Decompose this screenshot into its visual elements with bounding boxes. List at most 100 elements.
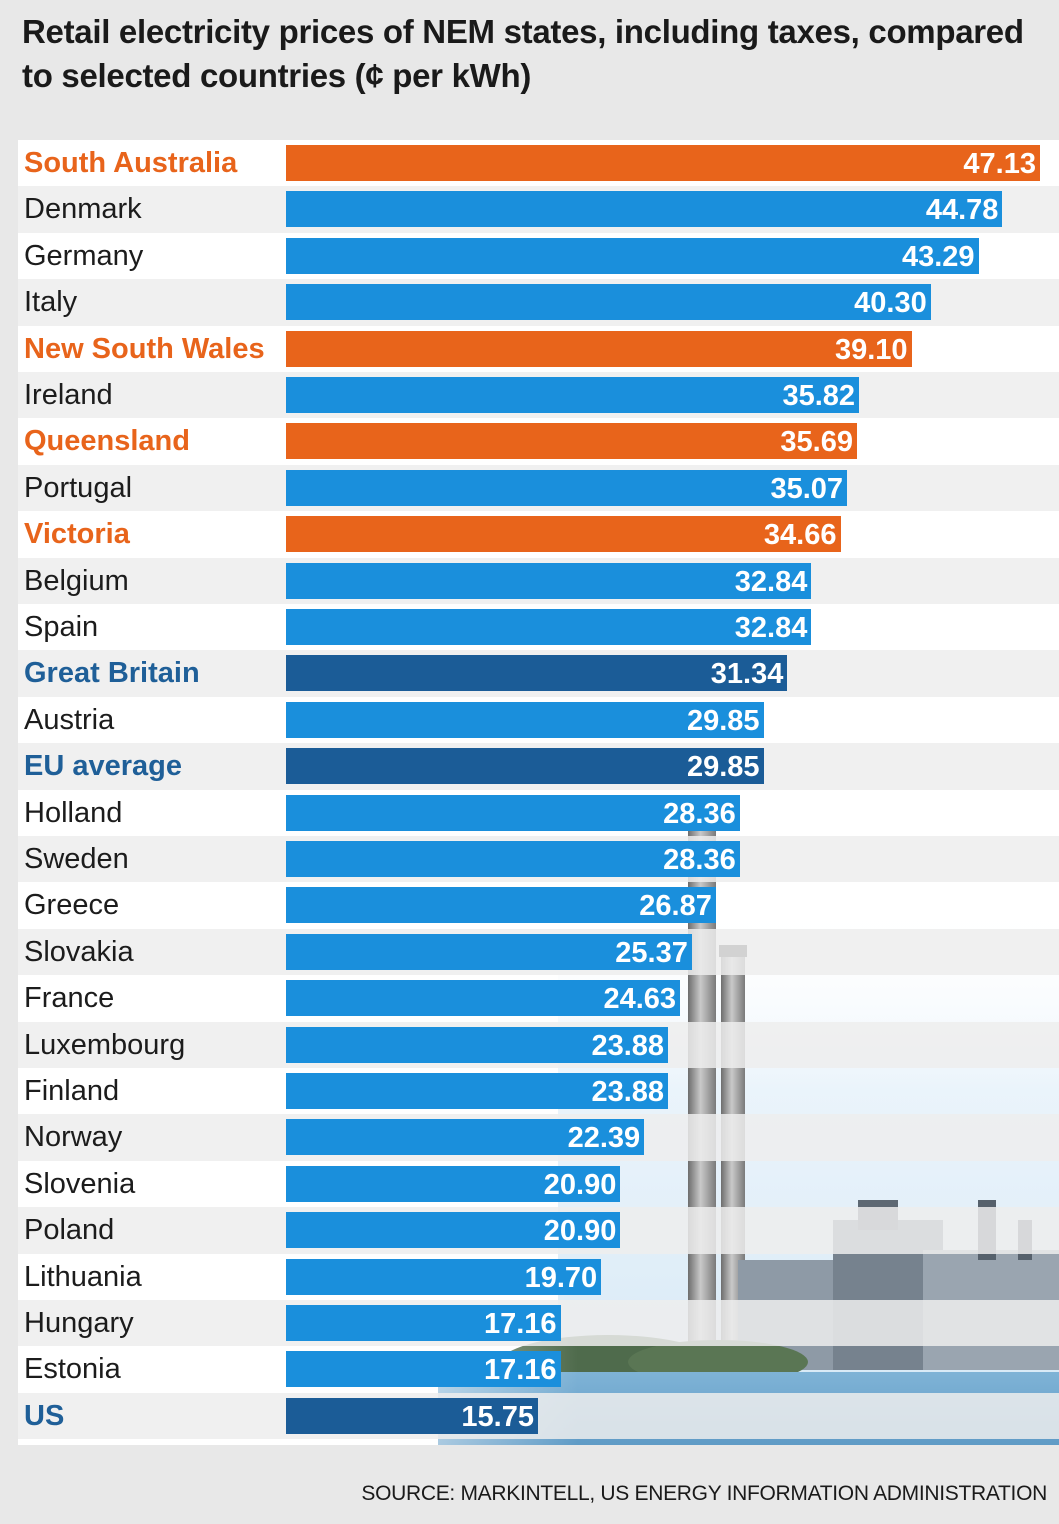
bar-row: Slovakia 25.37 <box>18 928 1059 976</box>
data-label: 19.70 <box>524 1261 598 1294</box>
category-label: Finland <box>24 1075 120 1107</box>
bar-row: Estonia 17.16 <box>18 1346 1059 1392</box>
bar-row: Luxembourg 23.88 <box>18 1021 1059 1068</box>
bar-row: South Australia 47.13 <box>18 140 1059 186</box>
bar: 22.39 <box>286 1119 645 1156</box>
bar: 35.69 <box>286 423 857 460</box>
category-label: Estonia <box>24 1353 121 1386</box>
category-label: US <box>24 1399 65 1432</box>
data-label: 28.36 <box>663 797 736 830</box>
category-label: Denmark <box>24 193 142 226</box>
data-label: 20.90 <box>543 1168 617 1201</box>
bar: 25.37 <box>286 933 692 970</box>
category-label: Belgium <box>24 564 129 597</box>
category-label: Queensland <box>24 425 190 458</box>
bar-row: Sweden 28.36 <box>18 836 1059 883</box>
category-label: Portugal <box>24 471 133 504</box>
bar: 40.30 <box>286 284 931 321</box>
bar: 17.16 <box>286 1305 561 1341</box>
bar-row: Spain 32.84 <box>18 604 1059 650</box>
bar-row: US 15.75 <box>18 1392 1059 1440</box>
bar: 29.85 <box>286 748 764 785</box>
bar-row: Denmark 44.78 <box>18 186 1059 233</box>
data-label: 17.16 <box>483 1308 557 1340</box>
category-label: Sweden <box>24 843 129 875</box>
bar: 28.36 <box>286 841 740 877</box>
chart-title: Retail electricity prices of NEM states,… <box>22 13 1024 94</box>
bar: 29.85 <box>286 701 764 738</box>
bar: 15.75 <box>286 1397 538 1434</box>
bar: 32.84 <box>286 609 812 645</box>
bar-row: Hungary 17.16 <box>18 1300 1059 1347</box>
data-label: 40.30 <box>854 287 927 320</box>
bar-row: Queensland 35.69 <box>18 418 1059 464</box>
data-label: 28.36 <box>663 844 736 876</box>
bar: 34.66 <box>286 516 841 553</box>
category-label: Luxembourg <box>24 1028 186 1061</box>
category-label: Slovenia <box>24 1167 136 1200</box>
category-label: Ireland <box>24 379 113 411</box>
bar: 23.88 <box>286 1026 669 1063</box>
source-note: SOURCE: MARKINTELL, US ENERGY INFORMATIO… <box>361 1482 1047 1505</box>
bar: 19.70 <box>286 1258 602 1295</box>
bar-row: Portugal 35.07 <box>18 464 1059 512</box>
bar: 23.88 <box>286 1073 669 1109</box>
data-label: 15.75 <box>461 1400 534 1433</box>
bar: 31.34 <box>286 655 788 692</box>
data-label: 17.16 <box>483 1354 557 1387</box>
data-label: 31.34 <box>710 658 784 691</box>
data-label: 43.29 <box>901 240 975 273</box>
category-label: Poland <box>24 1214 115 1247</box>
chart-area: South Australia 47.13 Denmark 44.78 Germany 4… <box>18 140 1059 1445</box>
bar-row: New South Wales 39.10 <box>18 326 1059 372</box>
data-label: 32.84 <box>734 565 808 598</box>
bar-row: Holland 28.36 <box>18 790 1059 836</box>
category-label: New South Wales <box>24 332 265 365</box>
category-label: Lithuania <box>24 1260 142 1293</box>
row-stripe <box>18 1392 1059 1440</box>
category-label: Victoria <box>24 518 130 551</box>
bar-row: Great Britain 31.34 <box>18 650 1059 697</box>
bar-row: Austria 29.85 <box>18 697 1059 743</box>
category-label: Greece <box>24 889 120 922</box>
bar-row: Norway 22.39 <box>18 1114 1059 1161</box>
category-label: South Australia <box>24 147 238 179</box>
category-label: Slovakia <box>24 935 134 968</box>
bar: 32.84 <box>286 562 812 599</box>
data-label: 35.82 <box>782 380 856 412</box>
bar: 24.63 <box>286 980 681 1017</box>
bar-row: Italy 40.30 <box>18 279 1059 326</box>
data-label: 23.88 <box>591 1076 665 1108</box>
category-label: Italy <box>24 286 78 319</box>
bar-row: Belgium 32.84 <box>18 557 1059 604</box>
category-label: Austria <box>24 703 115 736</box>
data-label: 35.69 <box>780 426 853 459</box>
bar-row: Finland 23.88 <box>18 1068 1059 1114</box>
bar-row: Victoria 34.66 <box>18 511 1059 557</box>
data-label: 34.66 <box>763 519 837 552</box>
bar-row: Germany 43.29 <box>18 233 1059 279</box>
data-label: 23.88 <box>591 1029 665 1062</box>
bar-row: Slovenia 20.90 <box>18 1161 1059 1207</box>
category-label: Hungary <box>24 1307 134 1339</box>
bar: 28.36 <box>286 794 740 831</box>
category-label: Spain <box>24 611 99 643</box>
data-label: 39.10 <box>834 333 908 366</box>
data-label: 24.63 <box>603 983 677 1016</box>
category-label: EU average <box>24 750 182 783</box>
bar: 35.07 <box>286 469 848 506</box>
category-label: Holland <box>24 796 123 829</box>
data-label: 35.07 <box>770 472 844 505</box>
bar-row: Lithuania 19.70 <box>18 1254 1059 1300</box>
bar-row: EU average 29.85 <box>18 743 1059 790</box>
data-label: 44.78 <box>925 194 999 227</box>
category-label: Germany <box>24 239 144 272</box>
category-label: France <box>24 982 115 1015</box>
bar: 26.87 <box>286 887 716 924</box>
data-label: 29.85 <box>686 704 760 737</box>
category-label: Norway <box>24 1121 123 1154</box>
bar: 17.16 <box>286 1351 561 1388</box>
data-label: 32.84 <box>734 612 808 644</box>
bar: 43.29 <box>286 237 979 274</box>
bar: 20.90 <box>286 1212 621 1249</box>
